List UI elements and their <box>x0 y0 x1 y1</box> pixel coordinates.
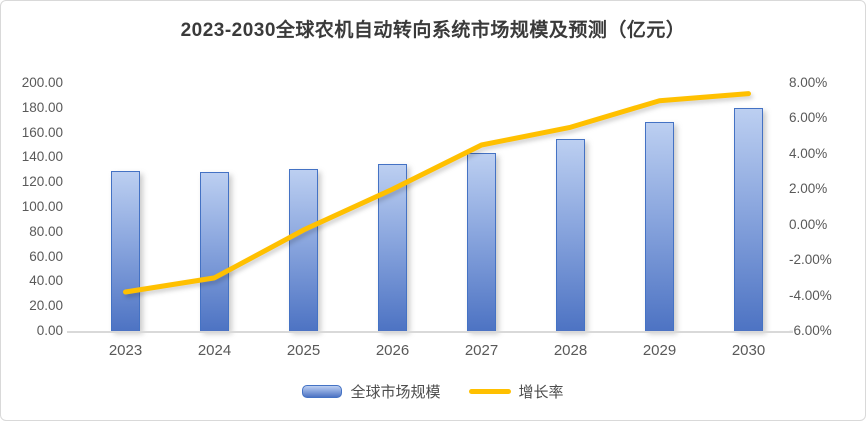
y-left-tick-label: 120.00 <box>21 174 63 190</box>
y-right-tick-label: 6.00% <box>789 110 828 126</box>
x-tick-label: 2029 <box>642 342 677 359</box>
y-right-tick-label: 2.00% <box>789 181 828 197</box>
bar-2027 <box>467 152 496 331</box>
y-right-tick-label: 8.00% <box>789 75 828 90</box>
y-left-tick-label: 200.00 <box>21 75 63 90</box>
y-left-tick-label: 80.00 <box>29 223 63 239</box>
bar-series-swatch <box>302 385 343 398</box>
bar-2028 <box>556 138 585 331</box>
y-left-tick-label: 140.00 <box>21 149 63 165</box>
legend-label-growth-rate: 增长率 <box>518 384 564 401</box>
y-right-tick-label: -6.00% <box>789 323 832 338</box>
y-left-tick-label: 160.00 <box>21 124 63 140</box>
legend-item-market-size: 全球市场规模 <box>302 381 441 402</box>
y-left-tick-label: 100.00 <box>21 199 63 214</box>
legend-label-market-size: 全球市场规模 <box>350 384 441 401</box>
y-right-tick-label: -2.00% <box>789 252 832 268</box>
x-axis-line <box>67 331 793 333</box>
x-tick-label: 2028 <box>553 342 588 359</box>
line-series-swatch <box>468 389 511 394</box>
y-left-tick-label: 0.00 <box>36 323 63 338</box>
y-left-tick-label: 20.00 <box>29 298 63 314</box>
y-right-tick-label: -4.00% <box>789 287 832 303</box>
x-tick-label: 2024 <box>197 342 232 359</box>
legend: 全球市场规模 增长率 <box>1 381 865 402</box>
bar-2029 <box>645 122 674 331</box>
bar-2023 <box>111 171 140 331</box>
x-tick-label: 2030 <box>731 342 766 359</box>
bar-2024 <box>200 171 229 331</box>
x-tick-label: 2027 <box>464 342 499 359</box>
bar-2026 <box>378 163 407 331</box>
x-tick-label: 2025 <box>286 342 321 359</box>
bar-2025 <box>289 168 318 331</box>
chart-title: 2023-2030全球农机自动转向系统市场规模及预测（亿元） <box>180 20 686 41</box>
y-left-tick-label: 40.00 <box>29 273 63 289</box>
y-right-tick-label: 0.00% <box>789 216 828 232</box>
legend-item-growth-rate: 增长率 <box>468 381 564 402</box>
bar-2030 <box>734 108 763 331</box>
y-left-tick-label: 60.00 <box>29 248 63 264</box>
y-right-tick-label: 4.00% <box>789 145 828 161</box>
x-tick-label: 2023 <box>108 342 143 359</box>
y-left-tick-label: 180.00 <box>21 99 63 115</box>
x-tick-label: 2026 <box>375 342 410 359</box>
